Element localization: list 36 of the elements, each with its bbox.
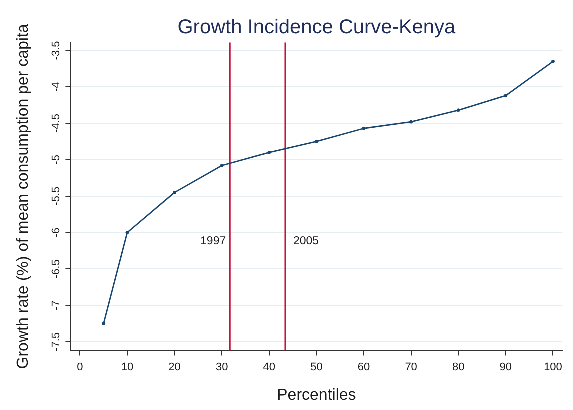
y-tick-label: -7 [50, 300, 62, 310]
point [268, 150, 272, 154]
point [456, 108, 460, 112]
point [362, 126, 366, 130]
y-tick-label: -6 [50, 228, 62, 238]
point [126, 230, 130, 234]
y-axis-title: Growth rate (%) of mean consumption per capita [15, 24, 32, 370]
annotation: 2005 [293, 236, 320, 248]
y-tick-label: -5 [50, 155, 62, 165]
point [220, 164, 224, 168]
y-tick-label: -5.5 [50, 186, 62, 206]
y-tick-label: -4.5 [50, 114, 62, 134]
x-tick-label: 50 [310, 361, 323, 374]
point [504, 94, 508, 98]
x-tick-label: 10 [121, 361, 134, 374]
point [102, 322, 106, 326]
x-tick-label: 80 [452, 361, 465, 374]
x-tick-label: 0 [77, 361, 84, 374]
point [173, 190, 177, 194]
chart-title: Growth Incidence Curve-Kenya [178, 16, 457, 39]
point [410, 120, 414, 124]
y-tick-label: -7.5 [50, 332, 62, 352]
point [314, 140, 318, 144]
x-tick-label: 40 [263, 361, 276, 374]
y-tick-label: -3.5 [50, 41, 62, 60]
y-tick-label: -6.5 [50, 260, 62, 279]
x-tick-label: 30 [216, 361, 228, 374]
x-tick-label: 70 [405, 361, 418, 374]
point [551, 60, 555, 64]
x-tick-label: 20 [168, 361, 181, 374]
annotation: 1997 [200, 236, 226, 248]
y-tick-label: -4 [50, 82, 62, 92]
x-tick-label: 90 [500, 361, 512, 374]
x-tick-label: 60 [358, 361, 370, 374]
x-tick-label: 100 [544, 361, 562, 374]
x-axis-title: Percentiles [277, 386, 356, 404]
